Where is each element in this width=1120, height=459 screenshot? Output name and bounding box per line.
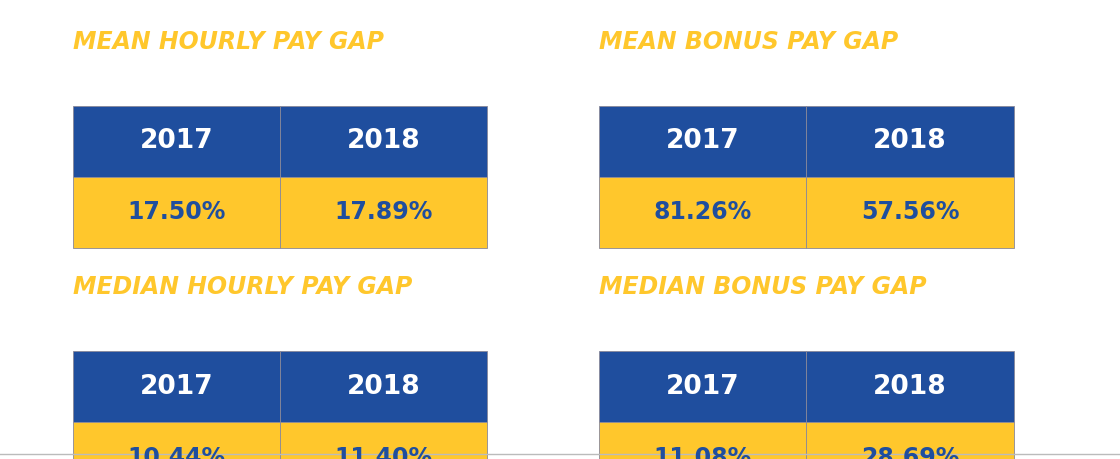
Bar — [806, 177, 1014, 248]
Bar — [73, 351, 280, 422]
Text: 2018: 2018 — [874, 128, 946, 154]
Text: 57.56%: 57.56% — [861, 200, 959, 224]
Bar — [806, 422, 1014, 459]
Text: 17.89%: 17.89% — [335, 200, 432, 224]
Text: MEAN HOURLY PAY GAP: MEAN HOURLY PAY GAP — [73, 30, 384, 54]
Text: 2017: 2017 — [666, 128, 739, 154]
Bar — [73, 177, 280, 248]
Text: 11.40%: 11.40% — [335, 446, 432, 459]
Bar — [599, 177, 806, 248]
Bar — [73, 106, 280, 177]
Bar — [280, 351, 487, 422]
Bar — [280, 106, 487, 177]
Text: 2017: 2017 — [140, 128, 213, 154]
Bar — [280, 422, 487, 459]
Bar — [599, 422, 806, 459]
Text: 2018: 2018 — [347, 374, 420, 400]
Text: 17.50%: 17.50% — [128, 200, 225, 224]
Bar — [73, 422, 280, 459]
Text: 2017: 2017 — [666, 374, 739, 400]
Text: 81.26%: 81.26% — [654, 200, 752, 224]
Text: 2018: 2018 — [874, 374, 946, 400]
Bar — [806, 351, 1014, 422]
Text: 10.44%: 10.44% — [128, 446, 225, 459]
Text: 11.08%: 11.08% — [654, 446, 752, 459]
Bar — [599, 351, 806, 422]
Text: 2017: 2017 — [140, 374, 213, 400]
Bar — [806, 106, 1014, 177]
Bar — [599, 106, 806, 177]
Text: 2018: 2018 — [347, 128, 420, 154]
Text: 28.69%: 28.69% — [861, 446, 959, 459]
Text: MEDIAN HOURLY PAY GAP: MEDIAN HOURLY PAY GAP — [73, 275, 412, 299]
Bar — [280, 177, 487, 248]
Text: MEDIAN BONUS PAY GAP: MEDIAN BONUS PAY GAP — [599, 275, 927, 299]
Text: MEAN BONUS PAY GAP: MEAN BONUS PAY GAP — [599, 30, 898, 54]
